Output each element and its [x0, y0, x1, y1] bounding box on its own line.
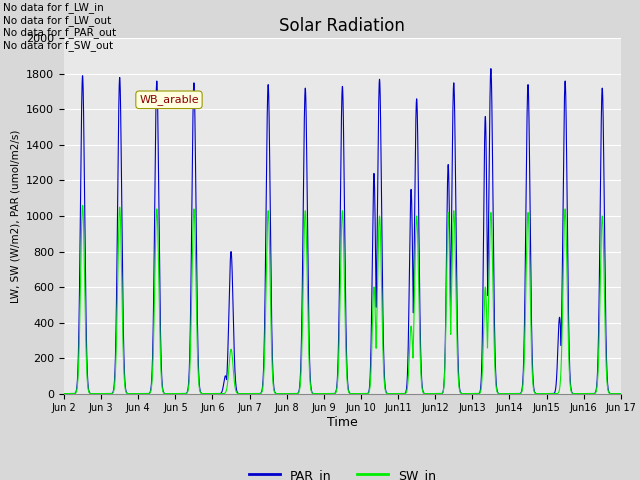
Y-axis label: LW, SW (W/m2), PAR (umol/m2/s): LW, SW (W/m2), PAR (umol/m2/s)	[11, 129, 20, 303]
Text: No data for f_LW_in
No data for f_LW_out
No data for f_PAR_out
No data for f_SW_: No data for f_LW_in No data for f_LW_out…	[3, 2, 116, 51]
Text: WB_arable: WB_arable	[139, 95, 199, 105]
Title: Solar Radiation: Solar Radiation	[280, 17, 405, 36]
Legend: PAR_in, SW_in: PAR_in, SW_in	[244, 464, 441, 480]
X-axis label: Time: Time	[327, 416, 358, 429]
